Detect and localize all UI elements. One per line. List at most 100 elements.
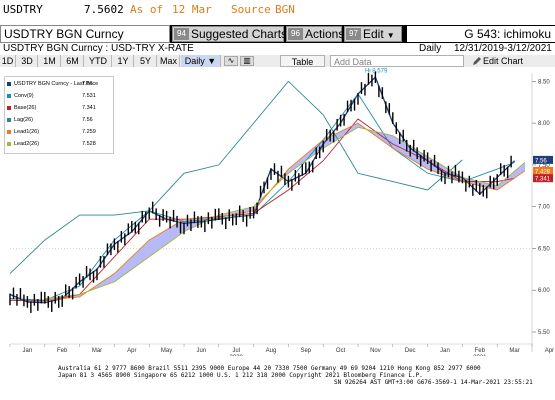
- last-value-text: 7.56: [535, 158, 547, 164]
- chart-series: [9, 71, 526, 313]
- frequency-select[interactable]: Daily ▼: [181, 55, 221, 67]
- x-tick-label: May: [161, 348, 172, 354]
- legend-swatch: [7, 130, 11, 134]
- ticker-price: 7.5602: [84, 3, 124, 16]
- copyright-footer: Australia 61 2 9777 8600 Brazil 5511 239…: [0, 356, 555, 400]
- x-tick-label: Feb: [475, 348, 486, 354]
- chart-header: USDTRY BGN Curncy : USD-TRY X-RATE Daily…: [0, 43, 555, 55]
- y-tick-label: 8.00: [538, 121, 550, 127]
- period-5y-button[interactable]: 5Y: [135, 55, 157, 67]
- series-line: [44, 122, 526, 301]
- legend-name: Lead2(26): [14, 141, 40, 147]
- title-bar: USDTRY BGN Curncy 94 Suggested Charts 96…: [0, 25, 555, 43]
- footer-line-3: SN 926264 AST GMT+3:00 G676-3569-1 14-Ma…: [334, 379, 533, 386]
- source-label: Source: [231, 3, 271, 16]
- last-value-text: 7.341: [535, 177, 551, 183]
- pencil-icon: [473, 57, 481, 65]
- chart-security-name: USDTRY BGN Curncy : USD-TRY X-RATE: [3, 43, 194, 54]
- period-3d-button[interactable]: 3D: [17, 55, 38, 67]
- legend-name: Lead1(26): [14, 129, 40, 135]
- high-annotation: Hi 8.579: [365, 69, 388, 75]
- period-1m-button[interactable]: 1M: [39, 55, 61, 67]
- y-tick-label: 7.50: [538, 163, 550, 169]
- legend-swatch: [7, 142, 11, 146]
- suggested-charts-button[interactable]: 94 Suggested Charts: [172, 26, 288, 42]
- study-label: G 543: ichimoku: [407, 26, 555, 42]
- legend-value: 7.341: [82, 105, 96, 111]
- candlestick-icon[interactable]: ▥: [240, 56, 254, 66]
- legend-item[interactable]: Lead1(26) 7.259: [7, 129, 111, 136]
- menu-label: Edit: [363, 27, 384, 41]
- chevron-down-icon: ▼: [207, 56, 217, 66]
- last-value-text: 7.428: [535, 169, 551, 175]
- add-data-input[interactable]: Add Data: [330, 55, 464, 67]
- table-button[interactable]: Table: [280, 55, 325, 67]
- x-tick-label: Dec: [405, 348, 416, 354]
- period-1d-button[interactable]: 1D: [0, 55, 16, 67]
- legend-item[interactable]: USDTRY BGN Curncy - Last Price 7.56: [7, 81, 111, 88]
- legend-value: 7.56: [82, 81, 93, 87]
- ichimoku-chart[interactable]: 8.50 8.00 7.50 7.00 6.50 6.00 5.50 Jan Feb Mar Apr…: [0, 67, 555, 361]
- line-chart-icon[interactable]: ∿: [224, 56, 238, 66]
- legend-item[interactable]: Lag(26) 7.56: [7, 117, 111, 124]
- legend-name: Base(26): [14, 105, 37, 111]
- last-value-tag: [533, 166, 553, 175]
- y-tick-label: 7.00: [538, 205, 550, 211]
- x-tick-label: Mar: [92, 348, 102, 354]
- legend-value: 7.531: [82, 93, 96, 99]
- period-ytd-button[interactable]: YTD: [85, 55, 112, 67]
- period-1y-button[interactable]: 1Y: [113, 55, 134, 67]
- actions-button[interactable]: 96 Actions▼: [286, 26, 355, 42]
- legend-swatch: [7, 106, 11, 110]
- chart-legend[interactable]: USDTRY BGN Curncy - Last Price 7.56 Conv…: [4, 76, 114, 154]
- legend-name: Conv(9): [14, 93, 34, 99]
- legend-value: 7.528: [82, 141, 96, 147]
- y-tick-label: 5.50: [538, 330, 550, 336]
- chevron-down-icon: ▼: [386, 31, 395, 40]
- menu-label: Suggested Charts: [191, 27, 288, 41]
- chart-axes: 8.50 8.00 7.50 7.00 6.50 6.00 5.50 Jan Feb Mar Apr…: [9, 73, 554, 361]
- cloud-fill: [44, 123, 526, 301]
- legend-swatch: [7, 118, 11, 122]
- security-field[interactable]: USDTRY BGN Curncy: [0, 25, 170, 43]
- y-tick-label: 8.50: [538, 79, 550, 85]
- menu-number: 94: [174, 28, 189, 40]
- x-tick-label: Jan: [23, 348, 33, 354]
- last-value-tag: [533, 174, 553, 183]
- last-value-tag: [533, 155, 553, 164]
- menu-number: 97: [346, 28, 361, 40]
- chart-date-range: 12/31/2019-3/12/2021: [454, 43, 552, 54]
- edit-button[interactable]: 97 Edit ▼: [344, 26, 402, 42]
- chart-area[interactable]: 8.50 8.00 7.50 7.00 6.50 6.00 5.50 Jan Feb Mar Apr…: [0, 67, 555, 361]
- legend-value: 7.259: [82, 129, 96, 135]
- source-value: BGN: [275, 3, 295, 16]
- x-tick-label: Jun: [197, 348, 207, 354]
- legend-name: USDTRY BGN Curncy - Last Price: [14, 81, 99, 87]
- legend-item[interactable]: Conv(9) 7.531: [7, 93, 111, 100]
- x-tick-label: Oct: [336, 348, 346, 354]
- legend-name: Lag(26): [14, 117, 33, 123]
- menu-label: Actions: [305, 27, 345, 41]
- legend-swatch: [7, 94, 11, 98]
- edit-chart-button[interactable]: Edit Chart: [469, 55, 555, 67]
- ichimoku-cloud: [44, 123, 526, 301]
- x-tick-label: Jan: [440, 348, 450, 354]
- ticker-symbol: USDTRY: [3, 3, 43, 16]
- frequency-value: Daily: [184, 56, 205, 66]
- period-max-button[interactable]: Max: [158, 55, 180, 67]
- as-of-label: As of: [130, 3, 164, 16]
- series-line: [9, 80, 463, 274]
- legend-item[interactable]: Base(26) 7.341: [7, 105, 111, 112]
- legend-swatch: [7, 82, 11, 86]
- legend-item[interactable]: Lead2(26) 7.528: [7, 141, 111, 148]
- period-6m-button[interactable]: 6M: [62, 55, 84, 67]
- legend-value: 7.56: [82, 117, 93, 123]
- series-line: [44, 126, 526, 300]
- x-tick-label: Mar: [509, 348, 519, 354]
- y-tick-label: 6.50: [538, 246, 550, 252]
- x-tick-label: Jul: [232, 348, 240, 354]
- x-tick-label: Apr: [545, 348, 554, 354]
- x-tick-label: Nov: [370, 348, 381, 354]
- x-tick-label: Feb: [57, 348, 68, 354]
- footer-line-1: Australia 61 2 9777 8600 Brazil 5511 239…: [58, 365, 481, 372]
